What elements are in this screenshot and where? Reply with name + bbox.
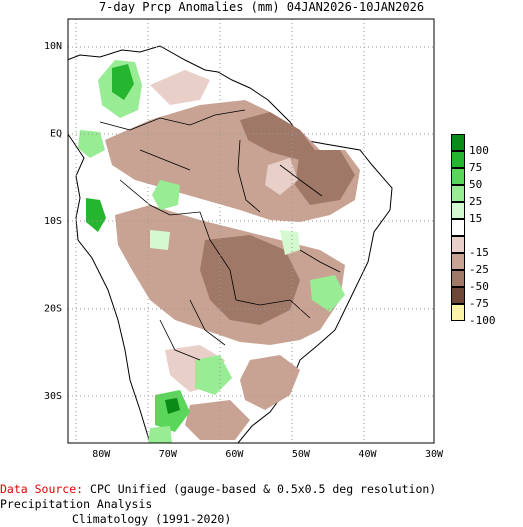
map-frame bbox=[67, 18, 435, 444]
legend-label: -15 bbox=[469, 246, 489, 259]
legend-swatch bbox=[451, 304, 465, 321]
wet-anomaly-patch bbox=[195, 355, 232, 395]
wet-anomaly-layer bbox=[78, 60, 345, 443]
legend-label: -50 bbox=[469, 280, 489, 293]
lat-lon-grid bbox=[68, 19, 434, 443]
dry-anomaly-patch bbox=[295, 150, 355, 205]
legend-label: 15 bbox=[469, 212, 483, 225]
legend-swatch bbox=[451, 134, 465, 151]
legend-swatch bbox=[451, 185, 465, 202]
wet-anomaly-patch bbox=[78, 130, 105, 158]
legend-swatch bbox=[451, 270, 465, 287]
lat-tick-label: 30S bbox=[44, 391, 62, 402]
legend-label: 100 bbox=[469, 144, 489, 157]
legend-swatch bbox=[451, 253, 465, 270]
legend-swatch bbox=[451, 236, 465, 253]
legend-swatch bbox=[451, 287, 465, 304]
wet-anomaly-patch bbox=[150, 230, 170, 250]
legend-label: -75 bbox=[469, 297, 489, 310]
longitude-axis: 80W 70W 60W 50W 40W 30W bbox=[92, 449, 444, 460]
wet-anomaly-patch bbox=[148, 426, 172, 443]
wet-anomaly-patch bbox=[165, 398, 180, 414]
wet-anomaly-patch bbox=[112, 64, 134, 100]
legend-label: -100 bbox=[469, 314, 496, 327]
lon-tick-label: 50W bbox=[292, 449, 311, 460]
legend-label: 25 bbox=[469, 195, 483, 208]
source-line: Data Source: CPC Unified (gauge-based & … bbox=[0, 482, 523, 512]
legend-swatch bbox=[451, 202, 465, 219]
lon-tick-label: 30W bbox=[425, 449, 444, 460]
lat-tick-label: EQ bbox=[50, 129, 62, 140]
lon-tick-label: 40W bbox=[358, 449, 377, 460]
anomaly-map: 10N EQ 10S 20S 30S 80W 70W 60W 50W 40W 30W bbox=[44, 18, 444, 460]
dry-anomaly-patch bbox=[185, 400, 250, 440]
lon-tick-label: 80W bbox=[92, 449, 111, 460]
wet-anomaly-patch bbox=[152, 180, 180, 210]
legend-label: -25 bbox=[469, 263, 489, 276]
lon-tick-label: 70W bbox=[159, 449, 178, 460]
legend-label: 50 bbox=[469, 178, 483, 191]
lat-tick-label: 10S bbox=[44, 216, 62, 227]
data-source-text: CPC Unified (gauge-based & 0.5x0.5 deg r… bbox=[0, 482, 437, 511]
climatology-line: Climatology (1991-2020) bbox=[0, 512, 523, 527]
dry-anomaly-patch bbox=[265, 158, 298, 195]
wet-anomaly-patch bbox=[310, 275, 345, 312]
legend-swatch bbox=[451, 168, 465, 185]
legend-label: 75 bbox=[469, 161, 483, 174]
legend-swatch bbox=[451, 219, 465, 236]
footer: Data Source: CPC Unified (gauge-based & … bbox=[0, 482, 523, 527]
climatology-text: Climatology (1991-2020) bbox=[72, 512, 232, 526]
lat-tick-label: 10N bbox=[44, 41, 62, 52]
wet-anomaly-patch bbox=[86, 198, 106, 232]
dry-anomaly-patch bbox=[240, 112, 315, 160]
dry-anomaly-patch bbox=[150, 70, 210, 105]
data-source-label: Data Source: bbox=[0, 482, 84, 496]
page-title: 7-day Prcp Anomalies (mm) 04JAN2026-10JA… bbox=[98, 0, 425, 14]
latitude-axis: 10N EQ 10S 20S 30S bbox=[44, 41, 62, 402]
country-borders bbox=[99, 109, 341, 361]
legend-swatch bbox=[451, 151, 465, 168]
lon-tick-label: 60W bbox=[225, 449, 244, 460]
lat-tick-label: 20S bbox=[44, 303, 62, 314]
wet-anomaly-patch bbox=[280, 230, 300, 255]
